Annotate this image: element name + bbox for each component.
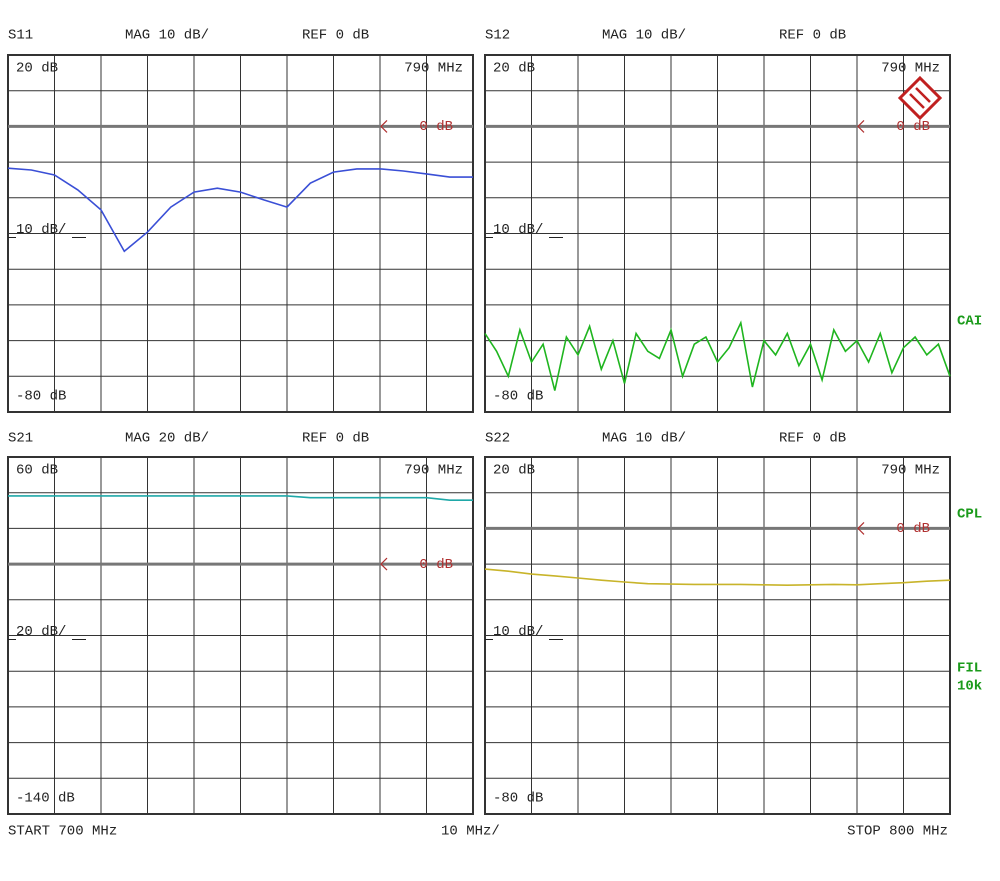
reference-marker-label: 0 dB (419, 119, 453, 135)
reference-label: REF 0 dB (779, 431, 846, 447)
side-label: CPL (957, 507, 982, 523)
trace-format: MAG 10 dB/ (602, 28, 686, 44)
chart-panel: S11 MAG 10 dB/REF 0 dB 0 dB 790 MHz 10 dB/20… (7, 28, 474, 413)
reference-arrow (857, 521, 865, 535)
y-tick-label: -140 dB (16, 791, 75, 807)
trace-name: S21 (8, 431, 33, 447)
trace-line (7, 167, 473, 253)
side-label: 10k (957, 679, 982, 695)
side-label: CAI (957, 314, 982, 330)
y-tick-label: -80 dB (16, 389, 66, 405)
y-tick-label: -80 dB (493, 389, 543, 405)
scale-label: 10 dB/ (493, 222, 543, 238)
chart-panel: S22 MAG 10 dB/REF 0 dB 0 dB 790 MHz 10 dB/20… (484, 431, 951, 815)
reference-arrow (380, 557, 388, 571)
y-tick-label: -80 dB (493, 791, 543, 807)
reference-label: REF 0 dB (302, 28, 369, 44)
marker-frequency: 790 MHz (881, 463, 940, 479)
y-tick-label: 20 dB (493, 61, 535, 77)
scale-label: 10 dB/ (16, 222, 66, 238)
logo-stripes (909, 87, 931, 109)
chart-panel: S12 MAG 10 dB/REF 0 dB 0 dB 790 MHz 10 dB/20… (484, 28, 951, 413)
chart-panel: S21 MAG 20 dB/REF 0 dB 0 dB 790 MHz 20 dB/60… (7, 431, 474, 815)
trace-line (484, 568, 951, 587)
marker-frequency: 790 MHz (881, 61, 940, 77)
marker-frequency: 790 MHz (404, 61, 463, 77)
trace-line (484, 320, 951, 391)
reference-label: REF 0 dB (302, 431, 369, 447)
marker-frequency: 790 MHz (404, 463, 463, 479)
logo-diamond (897, 75, 943, 121)
scale-label: 20 dB/ (16, 624, 66, 640)
scale-label: 10 dB/ (493, 624, 543, 640)
trace-line (8, 495, 473, 501)
y-tick-label: 20 dB (493, 463, 535, 479)
y-tick-label: 20 dB (16, 61, 58, 77)
rs-logo (897, 75, 943, 121)
trace-format: MAG 10 dB/ (602, 431, 686, 447)
trace-name: S12 (485, 28, 510, 44)
reference-marker-label: 0 dB (896, 521, 930, 537)
y-tick-label: 60 dB (16, 463, 58, 479)
reference-marker-label: 0 dB (896, 119, 930, 135)
reference-arrow (857, 119, 865, 133)
trace-name: S22 (485, 431, 510, 447)
start-frequency: START 700 MHz (8, 824, 117, 840)
reference-marker-label: 0 dB (419, 557, 453, 573)
trace-name: S11 (8, 28, 33, 44)
reference-arrow (380, 119, 388, 133)
stop-frequency: STOP 800 MHz (847, 824, 948, 840)
trace-format: MAG 20 dB/ (125, 431, 209, 447)
side-label: FIL (957, 661, 982, 677)
reference-label: REF 0 dB (779, 28, 846, 44)
trace-format: MAG 10 dB/ (125, 28, 209, 44)
span-per-division: 10 MHz/ (441, 824, 500, 840)
